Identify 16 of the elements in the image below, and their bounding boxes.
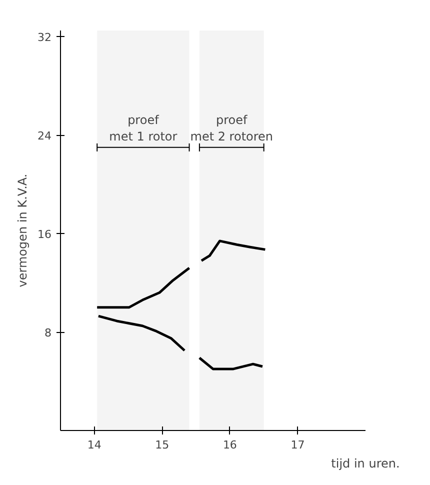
y-tick-label: 32 [38, 31, 52, 44]
line-series [200, 240, 266, 262]
line-series [198, 356, 264, 370]
y-tick-label: 16 [38, 228, 52, 242]
y-tick-label: 8 [44, 326, 52, 340]
line-series [97, 314, 186, 352]
x-tick-label: 16 [222, 438, 237, 452]
x-tick-label: 14 [87, 438, 102, 452]
x-axis-title: tijd in uren. [331, 456, 400, 470]
y-axis-title: vermogen in K.V.A. [16, 174, 30, 288]
band-label: proef met 1 rotor [109, 112, 178, 144]
x-tick-label: 17 [290, 438, 305, 452]
line-series [96, 266, 191, 309]
y-tick-label: 24 [38, 130, 52, 143]
band-label: proef met 2 rotoren [190, 112, 274, 144]
x-tick-label: 15 [155, 438, 170, 452]
